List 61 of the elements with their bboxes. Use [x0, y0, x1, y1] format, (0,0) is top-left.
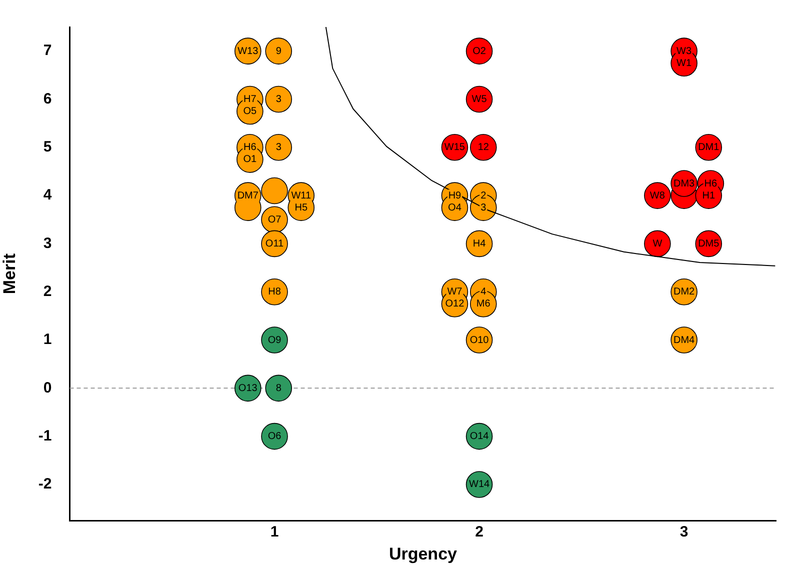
annotation: O10 — [470, 334, 490, 346]
point — [261, 177, 288, 204]
x-axis-title: Urgency — [388, 544, 458, 564]
annotation: H8 — [268, 286, 282, 298]
annotation: O14 — [470, 431, 490, 442]
annotation: 12 — [478, 142, 490, 154]
annotation: 9 — [276, 46, 282, 57]
y-tick-label: 2 — [43, 283, 52, 300]
annotation: O6 — [268, 431, 282, 442]
annotation: W3 — [676, 46, 692, 57]
annotation: O11 — [265, 238, 284, 250]
annotation: O13 — [238, 382, 258, 394]
annotation: H5 — [294, 202, 308, 214]
y-tick-label: 5 — [43, 138, 52, 156]
y-tick-label: -2 — [38, 476, 52, 493]
y-tick-label: 7 — [43, 42, 52, 60]
annotation: W5 — [472, 94, 488, 105]
annotation: W7 — [447, 286, 463, 298]
annotation: W15 — [444, 142, 466, 154]
y-tick-label: 6 — [43, 90, 52, 108]
x-tick-label: 3 — [680, 524, 688, 541]
annotation: W13 — [238, 46, 259, 57]
y-tick-label: 4 — [43, 186, 52, 204]
annotation: O2 — [472, 46, 486, 57]
y-tick-label: 0 — [43, 379, 52, 396]
annotation: O4 — [448, 202, 462, 214]
annotation: DM7 — [237, 190, 259, 202]
annotation: DM4 — [673, 334, 696, 346]
x-tick-label: 1 — [270, 524, 279, 541]
annotation: DM3 — [673, 178, 696, 190]
annotation: 2 — [480, 190, 487, 202]
annotation: O5 — [243, 106, 258, 118]
annotation: O9 — [268, 334, 282, 346]
y-tick-label: -1 — [38, 427, 52, 444]
annotation: 3 — [276, 94, 282, 105]
annotation: 4 — [480, 286, 487, 298]
annotation: W11 — [291, 190, 312, 202]
annotation: 8 — [276, 382, 282, 394]
annotation: 3 — [480, 202, 487, 214]
y-tick-label: 3 — [43, 234, 52, 252]
annotation: H9 — [448, 190, 462, 202]
annotation: H6 — [244, 142, 257, 154]
annotation: O7 — [268, 214, 282, 226]
annotation: W14 — [469, 479, 490, 490]
annotation: O1 — [243, 154, 258, 166]
annotation: DM1 — [698, 142, 720, 154]
annotation: DM5 — [698, 238, 720, 250]
x-tick-label: 2 — [475, 524, 484, 541]
annotation: H7 — [244, 94, 257, 105]
annotation: 3 — [276, 142, 282, 154]
annotation: DM2 — [673, 286, 696, 298]
annotation: W8 — [650, 190, 666, 202]
annotation: H4 — [472, 238, 486, 250]
annotation: O12 — [445, 298, 465, 310]
y-tick-label: 1 — [43, 331, 52, 348]
annotation: H6 — [704, 178, 718, 190]
y-axis-title: Merit — [0, 253, 19, 294]
annotation: H1 — [702, 190, 716, 202]
annotation: M6 — [476, 298, 491, 310]
annotation: W — [652, 238, 663, 250]
annotation: W1 — [676, 58, 692, 69]
